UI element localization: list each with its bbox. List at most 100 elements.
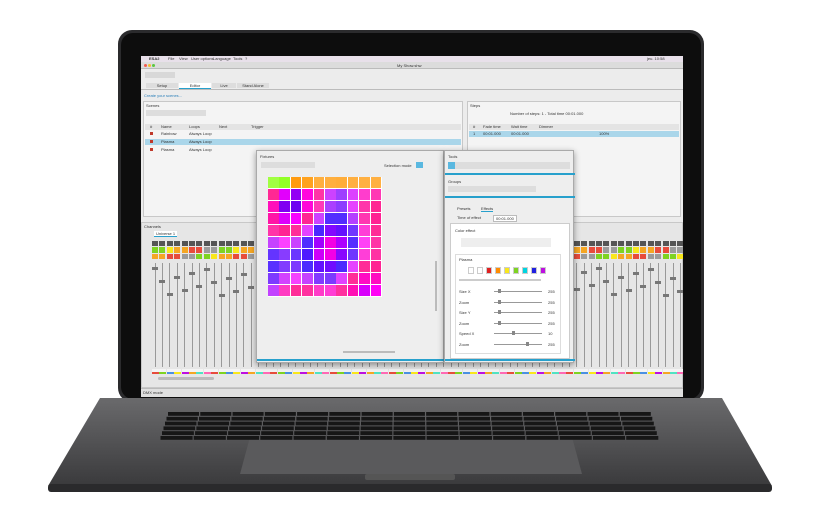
fader-knob[interactable]	[226, 277, 232, 280]
menu[interactable]: View	[179, 56, 188, 61]
pixel[interactable]	[359, 249, 370, 261]
pixel[interactable]	[279, 225, 290, 237]
zoom-button[interactable]	[152, 64, 155, 67]
color-swatch[interactable]	[495, 267, 501, 274]
pixel[interactable]	[325, 249, 336, 261]
pixel[interactable]	[347, 213, 359, 225]
menu[interactable]: Tools	[233, 56, 243, 61]
pixel[interactable]	[302, 285, 313, 297]
fader-knob[interactable]	[610, 293, 617, 296]
pixel[interactable]	[313, 213, 325, 225]
pixel[interactable]	[336, 225, 347, 237]
tab[interactable]: Live	[212, 83, 236, 88]
pixel[interactable]	[302, 213, 313, 225]
pixel[interactable]	[268, 285, 279, 297]
pixel[interactable]	[325, 273, 336, 285]
pixel[interactable]	[290, 213, 302, 225]
pixel[interactable]	[370, 177, 382, 189]
tool-selected[interactable]	[448, 162, 455, 169]
pixel[interactable]	[370, 261, 382, 273]
pixel[interactable]	[325, 201, 336, 213]
fader-knob[interactable]	[196, 285, 203, 288]
pixel[interactable]	[302, 249, 313, 261]
fader-knob[interactable]	[618, 276, 625, 279]
pixel[interactable]	[268, 201, 279, 213]
slider-knob[interactable]	[512, 331, 515, 335]
menu[interactable]: Language	[213, 56, 231, 61]
pixel[interactable]	[336, 249, 347, 261]
pixel[interactable]	[268, 213, 279, 225]
tools-toolbar[interactable]	[448, 162, 570, 169]
pixel[interactable]	[279, 177, 290, 189]
pixel[interactable]	[359, 237, 370, 249]
color-swatch[interactable]	[531, 267, 537, 274]
pixel[interactable]	[336, 177, 347, 189]
tab[interactable]: Stand Alone	[237, 83, 269, 88]
fixtures-toolbar[interactable]	[261, 162, 315, 168]
pixel[interactable]	[370, 213, 382, 225]
fader-knob[interactable]	[662, 294, 669, 297]
toolbar[interactable]	[145, 72, 175, 78]
pixel[interactable]	[347, 237, 359, 249]
pixel-grid[interactable]	[268, 177, 382, 297]
pixel[interactable]	[336, 213, 347, 225]
pixel[interactable]	[370, 237, 382, 249]
color-swatch[interactable]	[486, 267, 492, 274]
pixel[interactable]	[279, 261, 290, 273]
pixel[interactable]	[359, 285, 370, 297]
color-swatch[interactable]	[468, 267, 474, 274]
table-row[interactable]: Rainbow Always Loop	[145, 131, 461, 137]
fader-knob[interactable]	[603, 280, 610, 283]
pixel[interactable]	[268, 225, 279, 237]
color-swatch[interactable]	[504, 267, 510, 274]
slider-knob[interactable]	[498, 299, 501, 304]
slider-knob[interactable]	[498, 310, 501, 314]
pixel[interactable]	[279, 273, 290, 285]
pixel[interactable]	[359, 273, 370, 285]
pixel[interactable]	[290, 189, 302, 201]
pixel[interactable]	[370, 285, 382, 297]
fader-knob[interactable]	[640, 285, 647, 288]
effect-icons[interactable]	[461, 238, 551, 247]
pixel[interactable]	[279, 201, 290, 213]
table-row[interactable]: Plasma Always Loop	[145, 147, 461, 153]
pixel[interactable]	[370, 225, 382, 237]
pixel[interactable]	[268, 273, 279, 285]
pixel[interactable]	[290, 261, 302, 273]
tab-active[interactable]: Effects	[481, 206, 494, 212]
fader-knob[interactable]	[233, 290, 240, 293]
pixel[interactable]	[336, 273, 347, 285]
universe-tab[interactable]: Universe 1	[154, 231, 178, 237]
tab[interactable]: Setup	[146, 83, 178, 88]
pixel[interactable]	[279, 285, 290, 297]
fader-knob[interactable]	[174, 276, 181, 279]
fader-knob[interactable]	[248, 286, 255, 289]
pixel[interactable]	[268, 249, 279, 261]
pixel[interactable]	[313, 285, 325, 297]
fader-knob[interactable]	[647, 268, 654, 271]
pixel[interactable]	[325, 261, 336, 273]
tab[interactable]: Presets	[457, 206, 471, 211]
pixel[interactable]	[279, 189, 290, 201]
fader-knob[interactable]	[166, 293, 173, 296]
groups-toolbar[interactable]	[448, 186, 536, 192]
pixel[interactable]	[347, 189, 359, 201]
pixel[interactable]	[268, 177, 279, 189]
pixel[interactable]	[359, 177, 370, 189]
fader-knob[interactable]	[670, 277, 676, 280]
table-row[interactable]: 1 00:01.000 00:01.000 100%	[469, 131, 679, 137]
table-row[interactable]: Plasma Always Loop	[145, 139, 461, 145]
pixel[interactable]	[313, 273, 325, 285]
minimize-button[interactable]	[148, 64, 151, 67]
pixel[interactable]	[370, 201, 382, 213]
pixel[interactable]	[279, 213, 290, 225]
scenes-toolbar[interactable]	[146, 110, 206, 116]
pixel[interactable]	[347, 273, 359, 285]
fader-knob[interactable]	[655, 281, 662, 284]
pixel[interactable]	[325, 237, 336, 249]
slider-knob[interactable]	[526, 341, 529, 346]
pixel[interactable]	[268, 237, 279, 249]
fader-knob[interactable]	[596, 267, 602, 270]
scrollbar[interactable]	[158, 377, 214, 380]
time-input[interactable]: 00:01.000	[493, 215, 517, 222]
